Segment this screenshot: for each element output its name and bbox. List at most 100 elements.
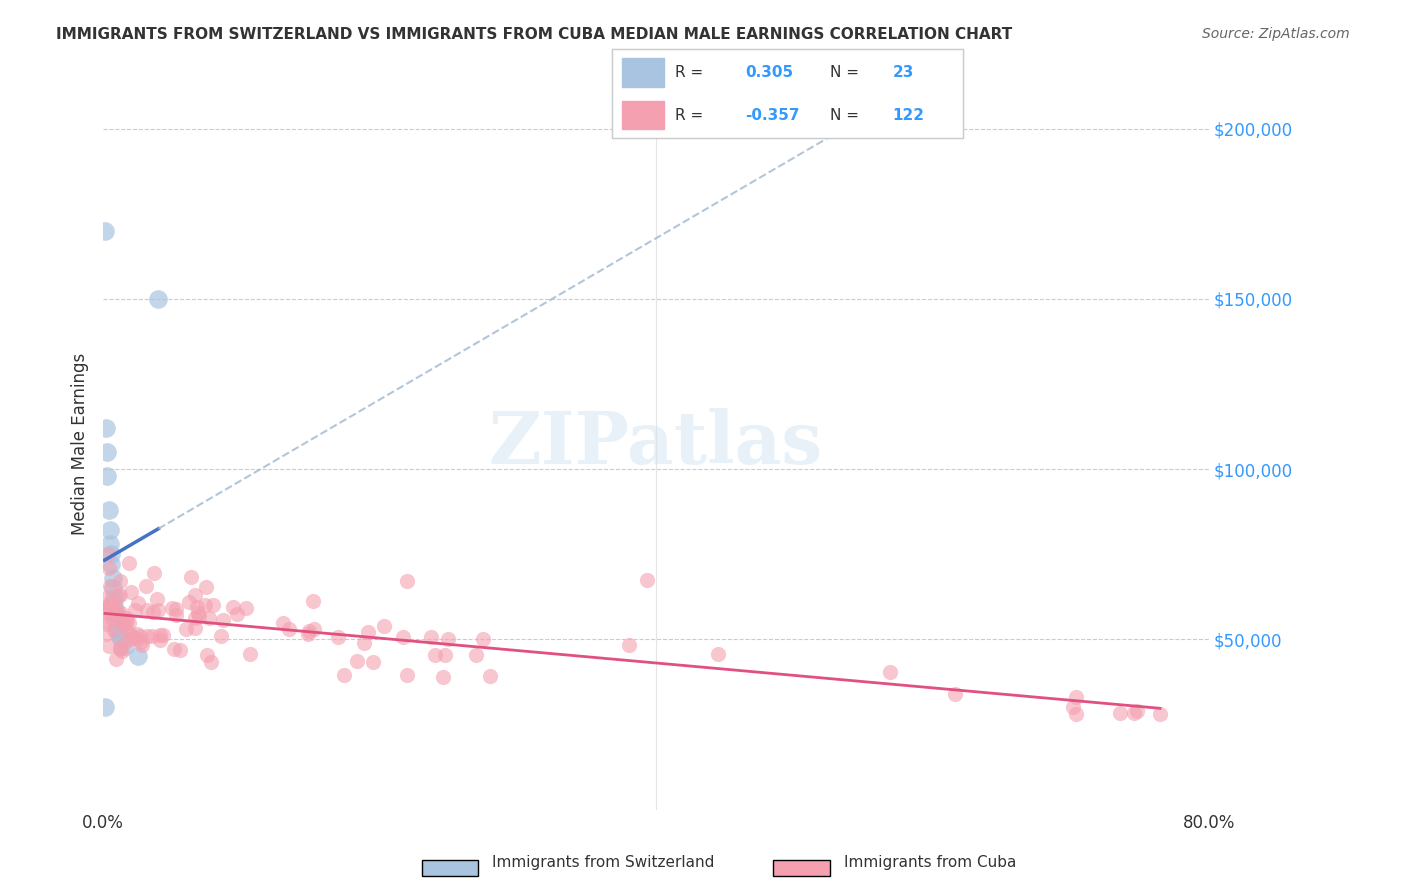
Text: N =: N = [830, 65, 863, 79]
Point [169, 643, 191, 657]
Point [328, 630, 350, 644]
Point [437, 632, 460, 646]
Point [124, 602, 146, 616]
Point [101, 599, 124, 614]
Point [117, 613, 139, 627]
Point [425, 648, 447, 663]
Point [103, 599, 125, 613]
Point [103, 591, 125, 606]
Point [174, 622, 197, 636]
Point [96, 468, 118, 483]
Point [98, 537, 121, 551]
Point [105, 612, 128, 626]
Point [165, 602, 187, 616]
Point [101, 607, 124, 621]
Point [100, 558, 122, 572]
Point [104, 605, 127, 619]
Point [143, 566, 166, 581]
Point [1126, 704, 1149, 718]
Text: N =: N = [830, 108, 863, 122]
Text: -0.357: -0.357 [745, 108, 800, 122]
Point [149, 628, 172, 642]
Text: Immigrants from Switzerland: Immigrants from Switzerland [492, 855, 714, 870]
Point [110, 641, 132, 656]
Point [127, 597, 149, 611]
Point [114, 635, 136, 649]
Point [373, 619, 395, 633]
Text: R =: R = [675, 108, 709, 122]
Point [187, 606, 209, 620]
Point [108, 588, 131, 602]
Point [136, 603, 159, 617]
Point [98, 578, 121, 592]
Point [120, 585, 142, 599]
Point [111, 644, 134, 658]
Point [432, 670, 454, 684]
Point [97, 599, 120, 613]
Point [1108, 706, 1130, 720]
Point [96, 445, 118, 459]
Point [392, 630, 415, 644]
Point [184, 611, 207, 625]
Point [200, 656, 222, 670]
Point [107, 589, 129, 603]
Point [101, 571, 124, 585]
Point [180, 569, 202, 583]
Point [107, 608, 129, 623]
Point [135, 579, 157, 593]
Point [707, 648, 730, 662]
Point [183, 621, 205, 635]
Point [149, 632, 172, 647]
Text: IMMIGRANTS FROM SWITZERLAND VS IMMIGRANTS FROM CUBA MEDIAN MALE EARNINGS CORRELA: IMMIGRANTS FROM SWITZERLAND VS IMMIGRANT… [56, 27, 1012, 42]
Point [1064, 690, 1087, 705]
Point [93, 224, 115, 238]
Point [357, 625, 380, 640]
Point [115, 611, 138, 625]
Point [179, 595, 201, 609]
Point [104, 652, 127, 666]
Point [110, 632, 132, 647]
Point [96, 591, 118, 606]
Point [110, 606, 132, 620]
Point [332, 668, 354, 682]
Point [188, 608, 211, 623]
Text: 0.305: 0.305 [745, 65, 793, 79]
Point [195, 580, 218, 594]
Point [125, 632, 148, 646]
Text: Immigrants from Cuba: Immigrants from Cuba [844, 855, 1017, 870]
Point [298, 624, 321, 638]
Text: 122: 122 [893, 108, 925, 122]
Text: ZIPatlas: ZIPatlas [489, 408, 823, 479]
Point [94, 614, 117, 628]
Point [118, 627, 141, 641]
Point [141, 629, 163, 643]
Point [184, 588, 207, 602]
Point [98, 639, 121, 653]
Bar [621, 101, 665, 129]
Point [271, 616, 294, 631]
Point [239, 647, 262, 661]
Point [165, 607, 187, 622]
Point [100, 547, 122, 561]
Point [226, 607, 249, 621]
Point [201, 599, 224, 613]
Point [105, 618, 128, 632]
Point [433, 648, 456, 663]
Point [297, 627, 319, 641]
Point [98, 524, 121, 538]
Point [101, 604, 124, 618]
Point [465, 648, 488, 663]
Point [194, 598, 217, 612]
Text: 23: 23 [893, 65, 914, 79]
Bar [621, 58, 665, 87]
Point [195, 648, 218, 662]
Point [146, 603, 169, 617]
Point [396, 668, 419, 682]
Point [118, 556, 141, 570]
Point [93, 700, 115, 714]
Point [148, 292, 170, 306]
Point [112, 616, 135, 631]
Point [94, 627, 117, 641]
Point [209, 629, 232, 643]
Point [212, 613, 235, 627]
